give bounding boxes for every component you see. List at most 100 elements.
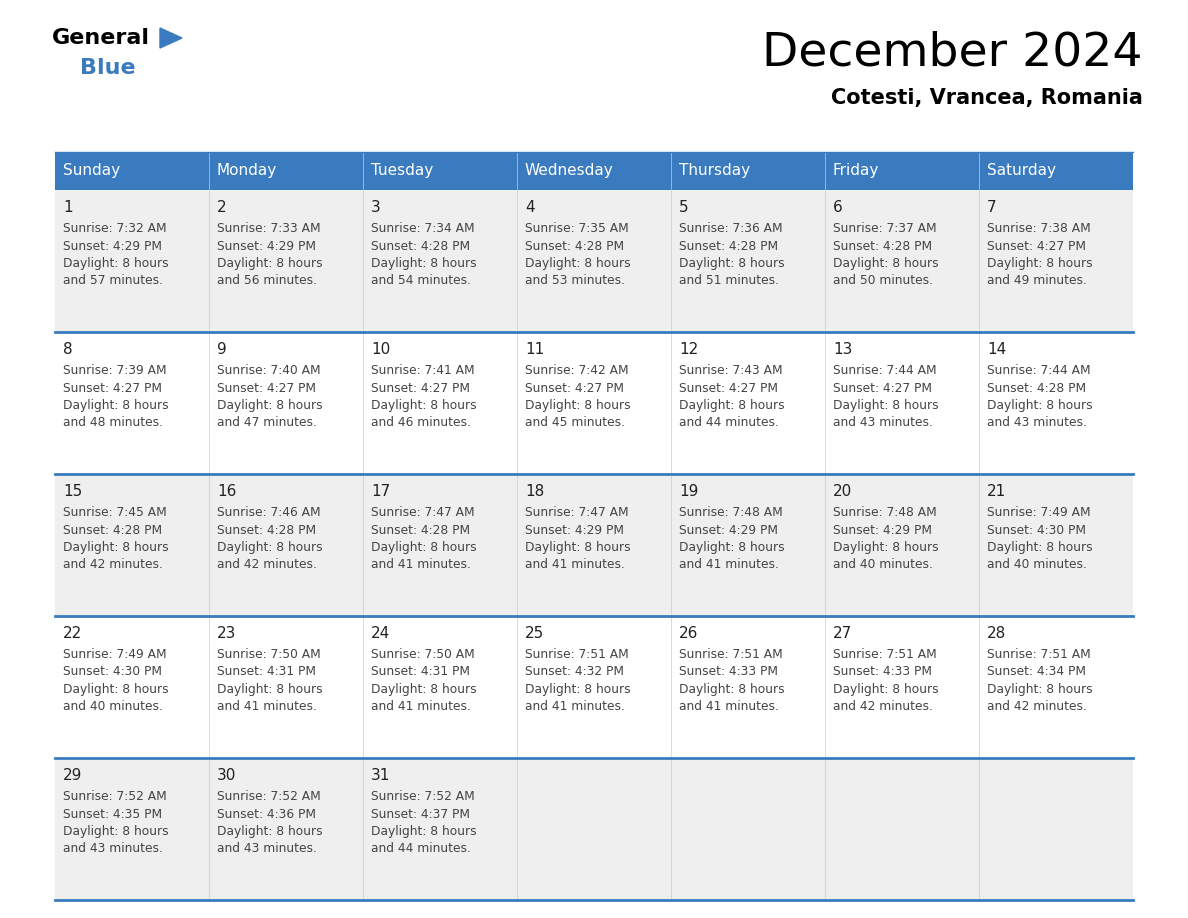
- Text: 29: 29: [63, 768, 82, 783]
- Text: 23: 23: [217, 626, 236, 641]
- Bar: [55, 758, 209, 900]
- Text: 5: 5: [680, 200, 689, 215]
- Text: Blue: Blue: [80, 58, 135, 78]
- Text: Sunset: 4:27 PM: Sunset: 4:27 PM: [525, 382, 624, 395]
- Text: 12: 12: [680, 342, 699, 357]
- Text: Sunrise: 7:35 AM: Sunrise: 7:35 AM: [525, 222, 628, 235]
- Text: 31: 31: [371, 768, 391, 783]
- Text: 1: 1: [63, 200, 72, 215]
- Bar: [364, 758, 517, 900]
- Text: and 41 minutes.: and 41 minutes.: [680, 700, 779, 713]
- Text: and 41 minutes.: and 41 minutes.: [371, 558, 470, 572]
- Text: Sunrise: 7:51 AM: Sunrise: 7:51 AM: [833, 648, 937, 661]
- Text: Daylight: 8 hours: Daylight: 8 hours: [525, 257, 631, 270]
- Text: Daylight: 8 hours: Daylight: 8 hours: [833, 541, 939, 554]
- Text: Daylight: 8 hours: Daylight: 8 hours: [371, 683, 476, 696]
- Bar: [824, 190, 979, 332]
- Text: 26: 26: [680, 626, 699, 641]
- Text: and 43 minutes.: and 43 minutes.: [63, 843, 163, 856]
- Bar: [517, 474, 671, 616]
- Text: Sunrise: 7:52 AM: Sunrise: 7:52 AM: [63, 790, 166, 803]
- Bar: [55, 616, 209, 758]
- Text: and 46 minutes.: and 46 minutes.: [371, 417, 470, 430]
- Text: Sunrise: 7:39 AM: Sunrise: 7:39 AM: [63, 364, 166, 377]
- Text: Daylight: 8 hours: Daylight: 8 hours: [371, 825, 476, 838]
- Text: Sunset: 4:28 PM: Sunset: 4:28 PM: [371, 523, 470, 536]
- Text: Sunset: 4:28 PM: Sunset: 4:28 PM: [525, 240, 624, 252]
- Text: 18: 18: [525, 484, 544, 499]
- Text: Daylight: 8 hours: Daylight: 8 hours: [63, 541, 169, 554]
- Text: and 50 minutes.: and 50 minutes.: [833, 274, 933, 287]
- Text: General: General: [52, 28, 150, 48]
- Bar: [517, 190, 671, 332]
- Text: and 44 minutes.: and 44 minutes.: [371, 843, 470, 856]
- Text: Sunset: 4:27 PM: Sunset: 4:27 PM: [63, 382, 162, 395]
- Text: 28: 28: [987, 626, 1006, 641]
- Text: Sunset: 4:28 PM: Sunset: 4:28 PM: [371, 240, 470, 252]
- Text: Monday: Monday: [217, 163, 277, 178]
- Text: Wednesday: Wednesday: [525, 163, 614, 178]
- Text: Sunset: 4:31 PM: Sunset: 4:31 PM: [217, 666, 316, 678]
- Text: Sunrise: 7:49 AM: Sunrise: 7:49 AM: [987, 506, 1091, 519]
- Text: Sunday: Sunday: [63, 163, 120, 178]
- Text: 6: 6: [833, 200, 842, 215]
- Text: Sunset: 4:27 PM: Sunset: 4:27 PM: [217, 382, 316, 395]
- Text: Daylight: 8 hours: Daylight: 8 hours: [680, 541, 784, 554]
- Bar: [364, 616, 517, 758]
- Text: Sunset: 4:27 PM: Sunset: 4:27 PM: [371, 382, 470, 395]
- Bar: [364, 152, 517, 190]
- Text: Daylight: 8 hours: Daylight: 8 hours: [371, 257, 476, 270]
- Text: 22: 22: [63, 626, 82, 641]
- Text: Sunrise: 7:51 AM: Sunrise: 7:51 AM: [525, 648, 628, 661]
- Text: and 41 minutes.: and 41 minutes.: [217, 700, 317, 713]
- Text: Tuesday: Tuesday: [371, 163, 434, 178]
- Bar: [824, 616, 979, 758]
- Text: Sunrise: 7:37 AM: Sunrise: 7:37 AM: [833, 222, 936, 235]
- Bar: [671, 190, 824, 332]
- Text: Sunrise: 7:32 AM: Sunrise: 7:32 AM: [63, 222, 166, 235]
- Bar: [517, 152, 671, 190]
- Text: and 40 minutes.: and 40 minutes.: [833, 558, 933, 572]
- Text: and 41 minutes.: and 41 minutes.: [525, 558, 625, 572]
- Text: and 41 minutes.: and 41 minutes.: [525, 700, 625, 713]
- Text: Sunrise: 7:51 AM: Sunrise: 7:51 AM: [680, 648, 783, 661]
- Bar: [824, 332, 979, 474]
- Bar: [55, 474, 209, 616]
- Bar: [517, 758, 671, 900]
- Text: 17: 17: [371, 484, 390, 499]
- Bar: [55, 190, 209, 332]
- Text: Sunrise: 7:44 AM: Sunrise: 7:44 AM: [833, 364, 936, 377]
- Text: Sunrise: 7:34 AM: Sunrise: 7:34 AM: [371, 222, 475, 235]
- Bar: [671, 616, 824, 758]
- Text: Daylight: 8 hours: Daylight: 8 hours: [833, 257, 939, 270]
- Text: Sunset: 4:28 PM: Sunset: 4:28 PM: [217, 523, 316, 536]
- Text: 10: 10: [371, 342, 390, 357]
- Text: Daylight: 8 hours: Daylight: 8 hours: [833, 399, 939, 412]
- Text: and 40 minutes.: and 40 minutes.: [63, 700, 163, 713]
- Text: and 44 minutes.: and 44 minutes.: [680, 417, 779, 430]
- Text: 9: 9: [217, 342, 227, 357]
- Text: 15: 15: [63, 484, 82, 499]
- Bar: [209, 474, 364, 616]
- Text: and 53 minutes.: and 53 minutes.: [525, 274, 625, 287]
- Text: 24: 24: [371, 626, 390, 641]
- Text: Sunrise: 7:38 AM: Sunrise: 7:38 AM: [987, 222, 1091, 235]
- Text: 21: 21: [987, 484, 1006, 499]
- Text: 13: 13: [833, 342, 852, 357]
- Bar: [364, 332, 517, 474]
- Text: Sunrise: 7:51 AM: Sunrise: 7:51 AM: [987, 648, 1091, 661]
- Bar: [209, 616, 364, 758]
- Text: 30: 30: [217, 768, 236, 783]
- Text: and 47 minutes.: and 47 minutes.: [217, 417, 317, 430]
- Text: Daylight: 8 hours: Daylight: 8 hours: [987, 683, 1093, 696]
- Text: and 41 minutes.: and 41 minutes.: [371, 700, 470, 713]
- Text: Daylight: 8 hours: Daylight: 8 hours: [525, 683, 631, 696]
- Bar: [824, 474, 979, 616]
- Text: Sunrise: 7:48 AM: Sunrise: 7:48 AM: [680, 506, 783, 519]
- Text: Daylight: 8 hours: Daylight: 8 hours: [680, 257, 784, 270]
- Text: Sunset: 4:28 PM: Sunset: 4:28 PM: [987, 382, 1086, 395]
- Text: Sunrise: 7:48 AM: Sunrise: 7:48 AM: [833, 506, 937, 519]
- Bar: [55, 332, 209, 474]
- Text: Sunset: 4:29 PM: Sunset: 4:29 PM: [525, 523, 624, 536]
- Text: Sunrise: 7:33 AM: Sunrise: 7:33 AM: [217, 222, 321, 235]
